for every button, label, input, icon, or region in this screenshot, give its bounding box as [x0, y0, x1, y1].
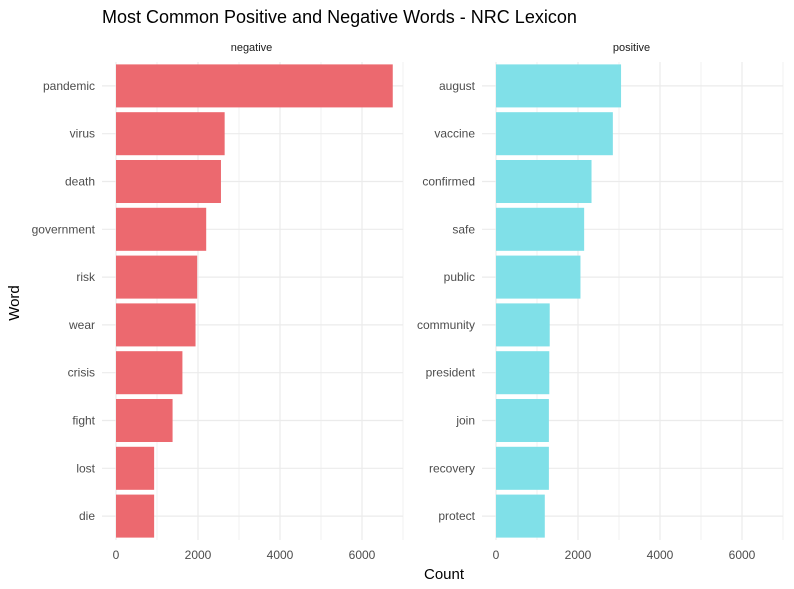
panel-positive: positive august vaccine confirmed safe public… — [417, 42, 784, 562]
y-tick-label: die — [79, 509, 95, 523]
bar-die — [116, 494, 155, 538]
bar-fight — [116, 398, 173, 443]
bar-wear — [116, 303, 196, 347]
bar-pandemic — [116, 64, 393, 108]
y-tick-label: vaccine — [434, 127, 475, 141]
y-tick-label: community — [417, 318, 475, 332]
y-tick-label: government — [32, 222, 96, 236]
strip-label-negative: negative — [231, 42, 273, 54]
y-tick-label: lost — [76, 461, 95, 475]
bar-august — [496, 64, 622, 108]
x-tick-label: 0 — [113, 548, 120, 562]
y-tick-label: crisis — [68, 366, 95, 380]
bar-recovery — [496, 446, 549, 490]
x-tick-label: 6000 — [349, 548, 376, 562]
y-tick-label: confirmed — [422, 175, 475, 189]
x-tick-label: 2000 — [565, 548, 592, 562]
x-tick-label: 6000 — [729, 548, 756, 562]
bar-risk — [116, 255, 198, 299]
y-tick-label: fight — [72, 414, 95, 428]
bar-president — [496, 351, 550, 395]
y-tick-label: public — [444, 270, 475, 284]
y-tick-label: protect — [438, 509, 475, 523]
x-tick-label: 4000 — [647, 548, 674, 562]
y-tick-label: safe — [452, 222, 475, 236]
y-tick-label: pandemic — [43, 79, 95, 93]
bar-confirmed — [496, 159, 592, 204]
y-tick-label: join — [455, 414, 475, 428]
bar-vaccine — [496, 112, 613, 156]
bar-lost — [116, 446, 155, 490]
y-tick-label: august — [439, 79, 476, 93]
x-axis-title: Count — [424, 566, 465, 583]
bar-community — [496, 303, 550, 347]
bar-join — [496, 398, 549, 443]
y-axis-title: Word — [6, 285, 23, 321]
y-tick-label: wear — [68, 318, 95, 332]
bar-public — [496, 255, 581, 299]
y-tick-label: recovery — [429, 461, 475, 475]
x-tick-label: 4000 — [267, 548, 294, 562]
panel-negative: negative pandemic virus death government risk… — [32, 42, 404, 562]
x-tick-label: 2000 — [185, 548, 212, 562]
bar-virus — [116, 112, 225, 156]
y-tick-label: death — [65, 175, 95, 189]
chart-title: Most Common Positive and Negative Words … — [102, 7, 577, 27]
panels: negative pandemic virus death government risk… — [32, 42, 784, 562]
bar-government — [116, 207, 207, 251]
y-tick-label: virus — [70, 127, 95, 141]
y-tick-label: risk — [76, 270, 96, 284]
x-tick-label: 0 — [493, 548, 500, 562]
bar-crisis — [116, 351, 183, 395]
y-tick-label: president — [426, 366, 476, 380]
bar-protect — [496, 494, 545, 538]
strip-label-positive: positive — [613, 42, 650, 54]
bar-safe — [496, 207, 585, 251]
bar-death — [116, 159, 221, 204]
